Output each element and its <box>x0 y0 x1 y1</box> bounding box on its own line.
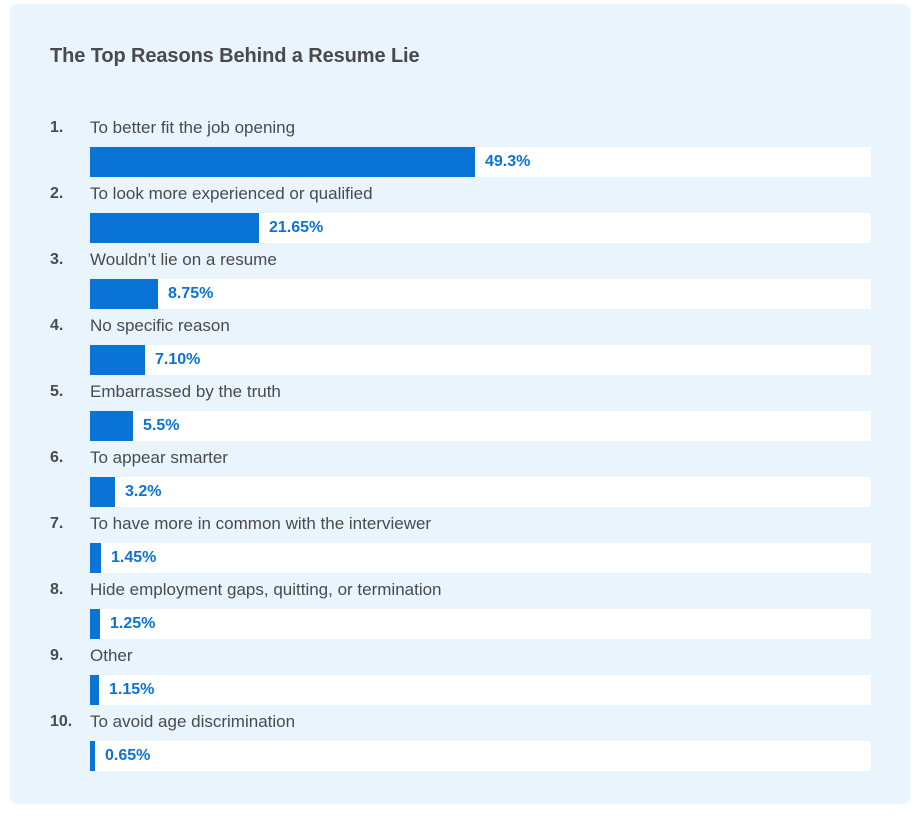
bar-row: 3. Wouldn’t lie on a resume 8.75% <box>10 250 910 316</box>
bar-row: 2. To look more experienced or qualified 2… <box>10 184 910 250</box>
bar <box>90 543 101 573</box>
bar-rank: 1. <box>50 119 64 136</box>
bar-track: 1.25% <box>90 609 871 639</box>
bar-track: 49.3% <box>90 147 871 177</box>
bar-row: 4. No specific reason 7.10% <box>10 316 910 382</box>
bar-value-label: 21.65% <box>269 219 324 236</box>
bar-rank: 10. <box>50 713 73 730</box>
bar-track: 21.65% <box>90 213 871 243</box>
bar <box>90 147 475 177</box>
bar-label: Wouldn’t lie on a resume <box>90 250 277 269</box>
bar-value-label: 5.5% <box>143 417 180 434</box>
bar-value-label: 1.25% <box>110 615 156 632</box>
bar-label: Other <box>90 646 133 665</box>
bar-rank: 6. <box>50 449 64 466</box>
bar <box>90 477 115 507</box>
bar-rank: 5. <box>50 383 64 400</box>
bar-track: 7.10% <box>90 345 871 375</box>
chart-title: The Top Reasons Behind a Resume Lie <box>50 45 420 67</box>
chart-card: The Top Reasons Behind a Resume Lie 1. To… <box>10 4 910 804</box>
bar-label: To have more in common with the intervie… <box>90 514 432 533</box>
bar-track: 5.5% <box>90 411 871 441</box>
bar <box>90 345 145 375</box>
bar-track: 3.2% <box>90 477 871 507</box>
bar-row: 5. Embarrassed by the truth 5.5% <box>10 382 910 448</box>
bar-rank: 7. <box>50 515 64 532</box>
bar <box>90 279 158 309</box>
bar-rank: 3. <box>50 251 64 268</box>
bar-value-label: 7.10% <box>155 351 201 368</box>
bar-rank: 4. <box>50 317 64 334</box>
bar-label: Embarrassed by the truth <box>90 382 281 401</box>
bar-rank: 8. <box>50 581 64 598</box>
bar-value-label: 49.3% <box>485 153 531 170</box>
bar-row: 9. Other 1.15% <box>10 646 910 712</box>
bar-track: 1.15% <box>90 675 871 705</box>
bar-label: Hide employment gaps, quitting, or termi… <box>90 580 442 599</box>
bar-track: 0.65% <box>90 741 871 771</box>
bar-row: 7. To have more in common with the interv… <box>10 514 910 580</box>
bar-rank: 2. <box>50 185 64 202</box>
bar-label: To look more experienced or qualified <box>90 184 373 203</box>
bar <box>90 411 133 441</box>
bar-value-label: 8.75% <box>168 285 214 302</box>
bar-row: 8. Hide employment gaps, quitting, or ter… <box>10 580 910 646</box>
bar <box>90 741 95 771</box>
bar-label: To avoid age discrimination <box>90 712 296 731</box>
bar-label: No specific reason <box>90 316 230 335</box>
bar-value-label: 1.45% <box>111 549 157 566</box>
bar-list: 1. To better fit the job opening 49.3% 2. To… <box>10 4 910 804</box>
bar-rank: 9. <box>50 647 64 664</box>
bar-value-label: 1.15% <box>109 681 155 698</box>
bar-value-label: 3.2% <box>125 483 162 500</box>
bar-track: 8.75% <box>90 279 871 309</box>
bar-row: 10. To avoid age discrimination 0.65% <box>10 712 910 778</box>
bar <box>90 213 259 243</box>
bar-value-label: 0.65% <box>105 747 151 764</box>
bar-row: 6. To appear smarter 3.2% <box>10 448 910 514</box>
bar-row: 1. To better fit the job opening 49.3% <box>10 118 910 184</box>
bar-label: To better fit the job opening <box>90 118 296 137</box>
bar <box>90 609 100 639</box>
bar-label: To appear smarter <box>90 448 228 467</box>
bar <box>90 675 99 705</box>
bar-track: 1.45% <box>90 543 871 573</box>
